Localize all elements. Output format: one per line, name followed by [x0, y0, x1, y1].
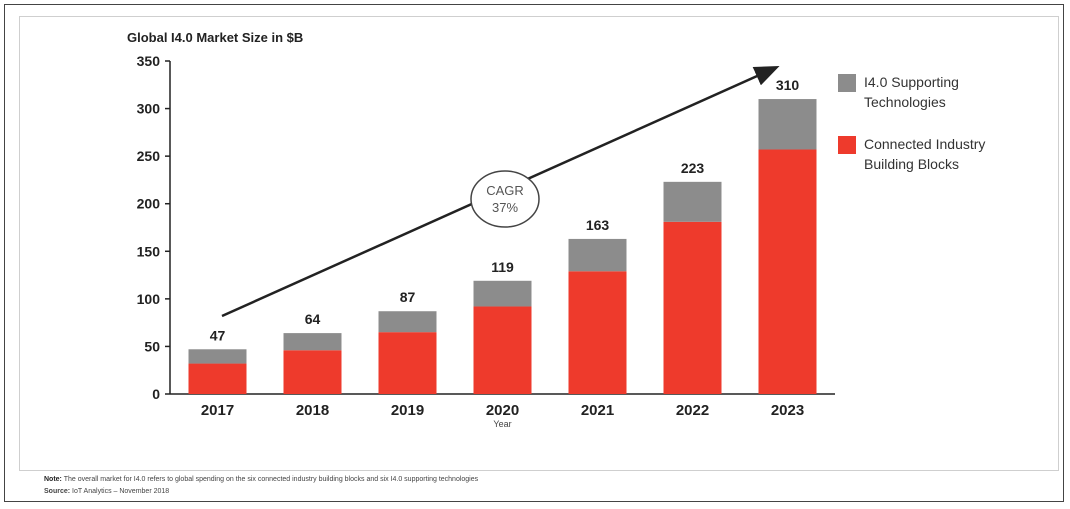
legend-label-supporting-line2: Technologies	[864, 94, 946, 110]
x-tick-label: 2019	[391, 402, 424, 419]
bar-segment-building-blocks	[568, 271, 627, 394]
y-tick-label: 100	[137, 291, 161, 307]
legend-label-building-blocks-line2: Building Blocks	[864, 156, 959, 172]
x-tick-label: 2022	[676, 402, 709, 419]
y-tick-label: 300	[137, 101, 161, 117]
legend-item-supporting: I4.0 Supporting Technologies	[838, 72, 1044, 112]
footer-note-text: The overall market for I4.0 refers to gl…	[63, 476, 479, 483]
bar-segment-supporting	[568, 238, 627, 272]
x-tick-label: 2023	[771, 402, 804, 419]
bar-total-label: 310	[776, 77, 800, 93]
bar-segment-building-blocks	[758, 149, 817, 394]
y-tick-label: 0	[152, 386, 160, 402]
bar-segment-supporting	[663, 181, 722, 222]
legend-label-supporting: I4.0 Supporting Technologies	[864, 72, 1044, 112]
bar-segment-building-blocks	[188, 363, 247, 394]
y-tick-label: 350	[137, 53, 161, 69]
footer-source: Source: IoT Analytics – November 2018	[44, 488, 169, 495]
axes: 0 50 100 150 200 250 300 350	[137, 53, 835, 402]
y-tick-label: 50	[144, 338, 160, 354]
y-tick-label: 150	[137, 243, 161, 259]
cagr-label: CAGR	[486, 183, 524, 198]
bar-total-label: 87	[400, 289, 416, 305]
bar-total-label: 119	[491, 259, 514, 275]
bar-segment-building-blocks	[378, 332, 437, 394]
legend-label-building-blocks-line1: Connected Industry	[864, 136, 986, 152]
legend-swatch-supporting	[838, 74, 856, 92]
legend-label-supporting-line1: I4.0 Supporting	[864, 74, 959, 90]
x-tick-label: 2017	[201, 402, 234, 419]
cagr-ellipse	[470, 170, 540, 228]
chart-area-border	[19, 16, 1059, 471]
bar-segment-supporting	[758, 99, 817, 150]
footer-source-label: Source:	[44, 488, 71, 495]
y-tick-label: 250	[137, 148, 161, 164]
bar-segment-supporting	[283, 333, 342, 351]
y-tick-label: 200	[137, 196, 161, 212]
footer-source-text: IoT Analytics – November 2018	[72, 488, 170, 495]
bar-segment-supporting	[188, 349, 247, 364]
legend-swatch-building-blocks	[838, 136, 856, 154]
bar-segment-building-blocks	[283, 350, 342, 394]
bar-total-label: 64	[305, 311, 321, 327]
cagr-annotation: CAGR 37%	[221, 65, 780, 318]
bar-segment-building-blocks	[663, 221, 722, 394]
bars	[188, 99, 817, 394]
bar-total-label: 47	[210, 327, 226, 343]
bar-segment-supporting	[378, 311, 437, 333]
x-tick-label: 2018	[296, 402, 329, 419]
x-axis-title: Year	[493, 419, 511, 429]
chart-title: Global I4.0 Market Size in $B	[127, 30, 304, 45]
cagr-value: 37%	[492, 200, 518, 215]
chart-frame	[4, 4, 1064, 502]
legend-label-building-blocks: Connected Industry Building Blocks	[864, 134, 1044, 174]
legend-item-building-blocks: Connected Industry Building Blocks	[838, 134, 1044, 174]
footer-note: Note: The overall market for I4.0 refers…	[44, 476, 478, 483]
bar-total-label: 223	[681, 160, 705, 176]
x-tick-label: 2021	[581, 402, 614, 419]
footer-note-label: Note:	[44, 476, 62, 483]
x-tick-label: 2020	[486, 402, 519, 419]
bar-segment-supporting	[473, 280, 532, 307]
bar-segment-building-blocks	[473, 306, 532, 394]
bar-total-label: 163	[586, 217, 610, 233]
